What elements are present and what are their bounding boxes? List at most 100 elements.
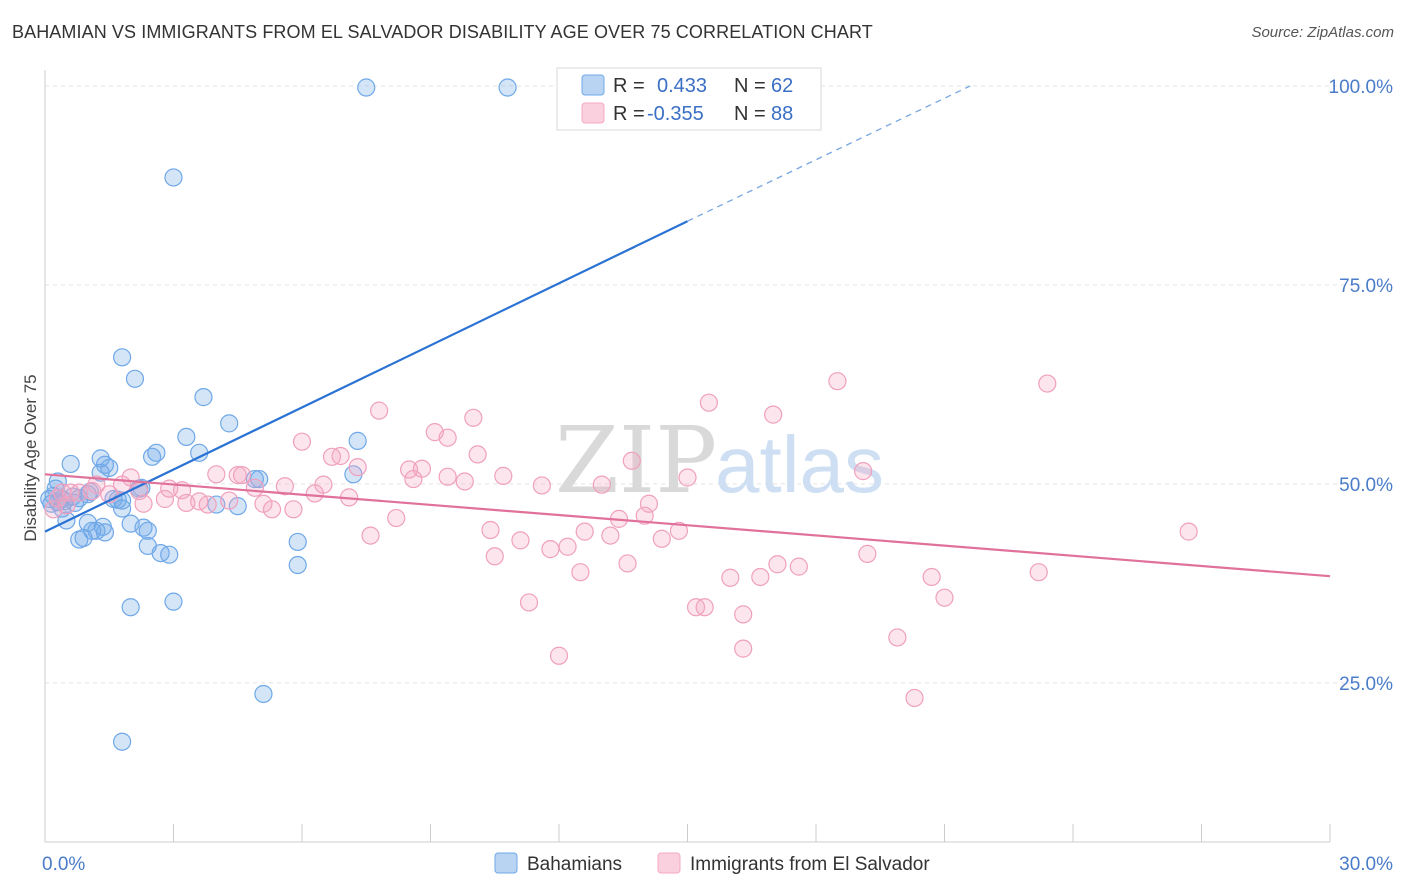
point-el-salvador [751,567,770,587]
series-legend-swatch-bahamians [494,852,518,874]
point-el-salvador [854,462,873,481]
y-tick-label: 25.0% [1339,674,1393,695]
point-el-salvador [481,520,500,540]
point-bahamians [254,684,273,704]
point-el-salvador [83,481,102,501]
point-bahamians [147,443,166,462]
point-el-salvador [639,494,659,513]
y-tick-label: 75.0% [1339,276,1393,297]
point-el-salvador [245,478,264,497]
point-el-salvador [455,472,474,491]
point-el-salvador [412,459,432,478]
point-el-salvador [905,688,924,708]
point-el-salvador [228,466,247,485]
y-tick-label: 100.0% [1329,77,1394,98]
y-tick-label: 50.0% [1339,475,1393,496]
point-el-salvador [1038,374,1057,393]
point-el-salvador [314,475,333,494]
point-el-salvador [549,646,569,665]
watermark: ZIP atlas [555,407,884,514]
point-bahamians [177,427,196,446]
trend-line-bahamians-extension [687,85,971,222]
point-bahamians [112,348,132,367]
point-el-salvador [485,547,504,566]
point-bahamians [348,431,367,450]
point-el-salvador [532,476,551,495]
watermark-atlas: atlas [715,420,884,509]
point-el-salvador [220,491,239,510]
point-el-salvador [1029,563,1048,582]
legend-n-label-pink: N = [734,103,766,125]
point-el-salvador [888,628,907,647]
point-bahamians [164,168,183,187]
point-el-salvador [592,475,611,494]
legend-n-value-pink: 88 [771,103,793,125]
point-el-salvador [669,521,689,540]
point-bahamians [194,388,213,407]
point-bahamians [93,517,112,536]
trend-lines [44,85,1331,578]
point-el-salvador [558,537,577,556]
series-legend-label-el-salvador: Immigrants from El Salvador [690,854,930,875]
point-el-salvador [61,483,80,502]
point-bahamians [220,414,239,433]
point-bahamians [112,732,132,751]
point-el-salvador [635,506,654,525]
point-el-salvador [734,605,753,624]
legend-r-label-blue: R = [613,75,645,97]
legend-swatch-blue [581,74,605,96]
point-el-salvador [575,522,594,541]
point-el-salvador [232,466,252,485]
point-el-salvador [155,489,175,509]
point-el-salvador [768,555,787,574]
point-bahamians [164,592,183,611]
legend-n-value-blue: 62 [771,75,793,97]
point-el-salvador [292,432,312,451]
legend-r-label-pink: R = [613,103,645,125]
point-bahamians [112,499,132,518]
point-el-salvador [511,531,530,550]
point-el-salvador [828,372,847,391]
point-el-salvador [695,598,714,617]
point-bahamians [288,532,307,552]
correlation-legend: R = 0.433 N = 62 R = -0.355 N = 88 [556,67,822,131]
point-bahamians [125,369,145,388]
point-el-salvador [198,495,217,514]
grid [45,85,1365,684]
point-bahamians [121,598,140,617]
point-el-salvador [935,588,954,607]
point-bahamians [357,78,376,97]
series-legend-swatch-el-salvador [657,852,681,874]
point-el-salvador [922,567,941,587]
point-el-salvador [699,393,719,412]
x-tick-labels: 0.0% 30.0% [42,854,1393,875]
point-el-salvador [622,451,641,470]
watermark-zip: ZIP [555,407,717,514]
point-el-salvador [734,639,753,658]
point-el-salvador [764,405,783,424]
point-el-salvador [494,466,513,485]
point-el-salvador [541,540,560,559]
point-el-salvador [601,526,620,545]
point-bahamians [61,454,80,474]
trend-line-bahamians [44,220,688,533]
point-el-salvador [387,508,406,528]
point-el-salvador [438,467,457,486]
point-el-salvador [519,593,539,612]
series-legend: Bahamians Immigrants from El Salvador [494,852,930,875]
point-el-salvador [464,408,483,427]
point-bahamians [288,555,307,575]
point-el-salvador [399,460,419,479]
point-el-salvador [571,563,590,582]
point-bahamians [250,469,269,489]
point-el-salvador [468,445,487,464]
point-el-salvador [262,500,282,519]
point-bahamians [160,545,179,564]
point-el-salvador [361,526,380,545]
data-points [40,78,1198,751]
point-el-salvador [134,494,153,513]
series-legend-label-bahamians: Bahamians [527,854,622,875]
point-bahamians [498,78,517,97]
point-el-salvador [1179,522,1198,541]
